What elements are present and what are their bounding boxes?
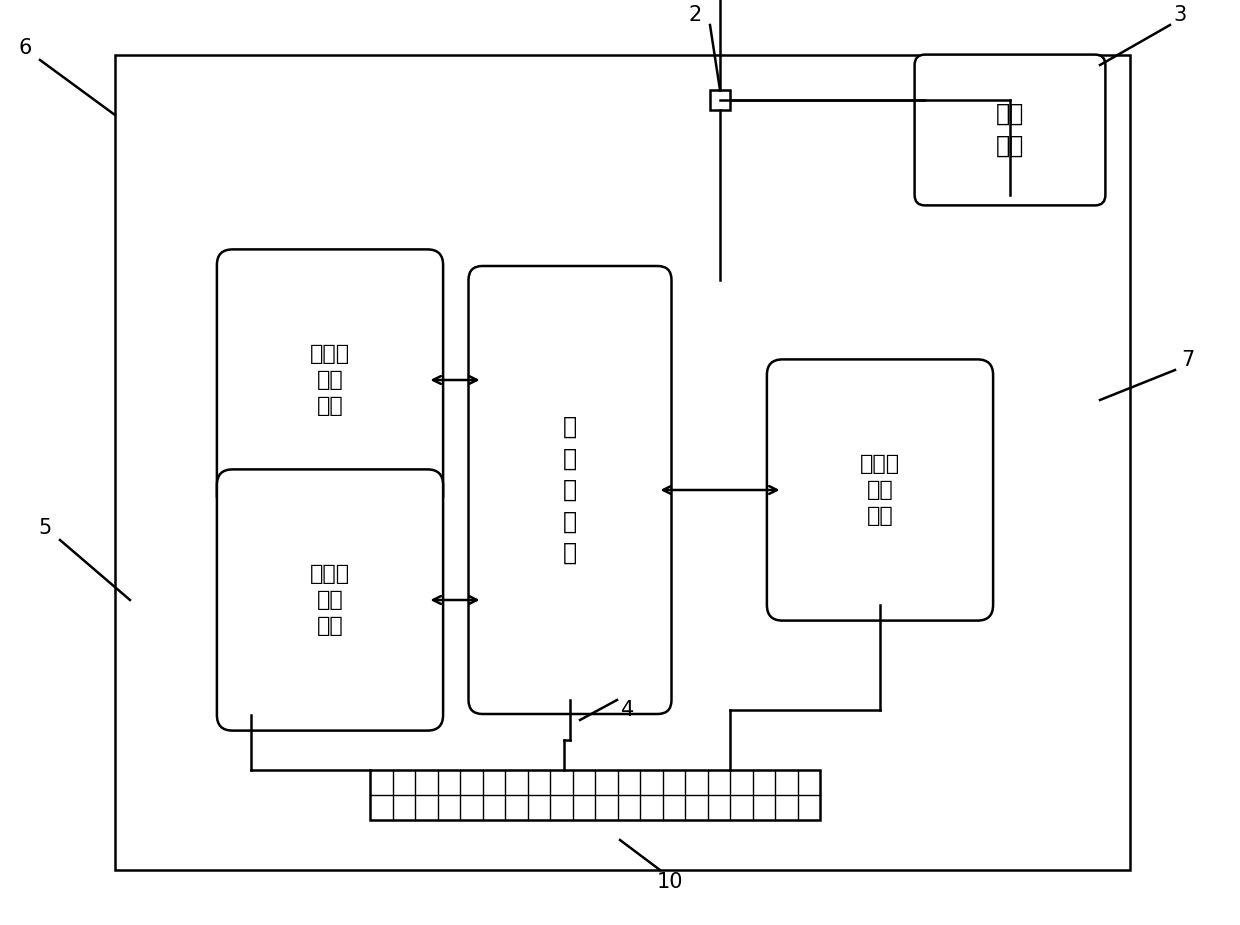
Bar bbox=[370, 770, 820, 820]
Text: 2: 2 bbox=[688, 5, 702, 25]
Text: 4: 4 bbox=[621, 700, 635, 720]
FancyBboxPatch shape bbox=[217, 469, 443, 731]
Bar bbox=[115, 55, 1130, 870]
FancyBboxPatch shape bbox=[469, 266, 672, 714]
FancyBboxPatch shape bbox=[217, 250, 443, 511]
FancyBboxPatch shape bbox=[766, 360, 993, 621]
Text: 5: 5 bbox=[38, 518, 52, 538]
Text: 7: 7 bbox=[1182, 350, 1194, 370]
Text: 模拟量
输入
模块: 模拟量 输入 模块 bbox=[310, 343, 350, 416]
Text: 10: 10 bbox=[657, 872, 683, 892]
Text: 3: 3 bbox=[1173, 5, 1187, 25]
Text: 开关量
输入
模块: 开关量 输入 模块 bbox=[310, 563, 350, 636]
Text: 开关量
输出
模块: 开关量 输出 模块 bbox=[859, 453, 900, 526]
Text: 6: 6 bbox=[19, 38, 32, 58]
FancyBboxPatch shape bbox=[915, 55, 1105, 205]
Bar bbox=[711, 90, 730, 110]
Text: 电源
模块: 电源 模块 bbox=[996, 102, 1024, 158]
Text: 运
算
处
理
器: 运 算 处 理 器 bbox=[563, 414, 577, 565]
